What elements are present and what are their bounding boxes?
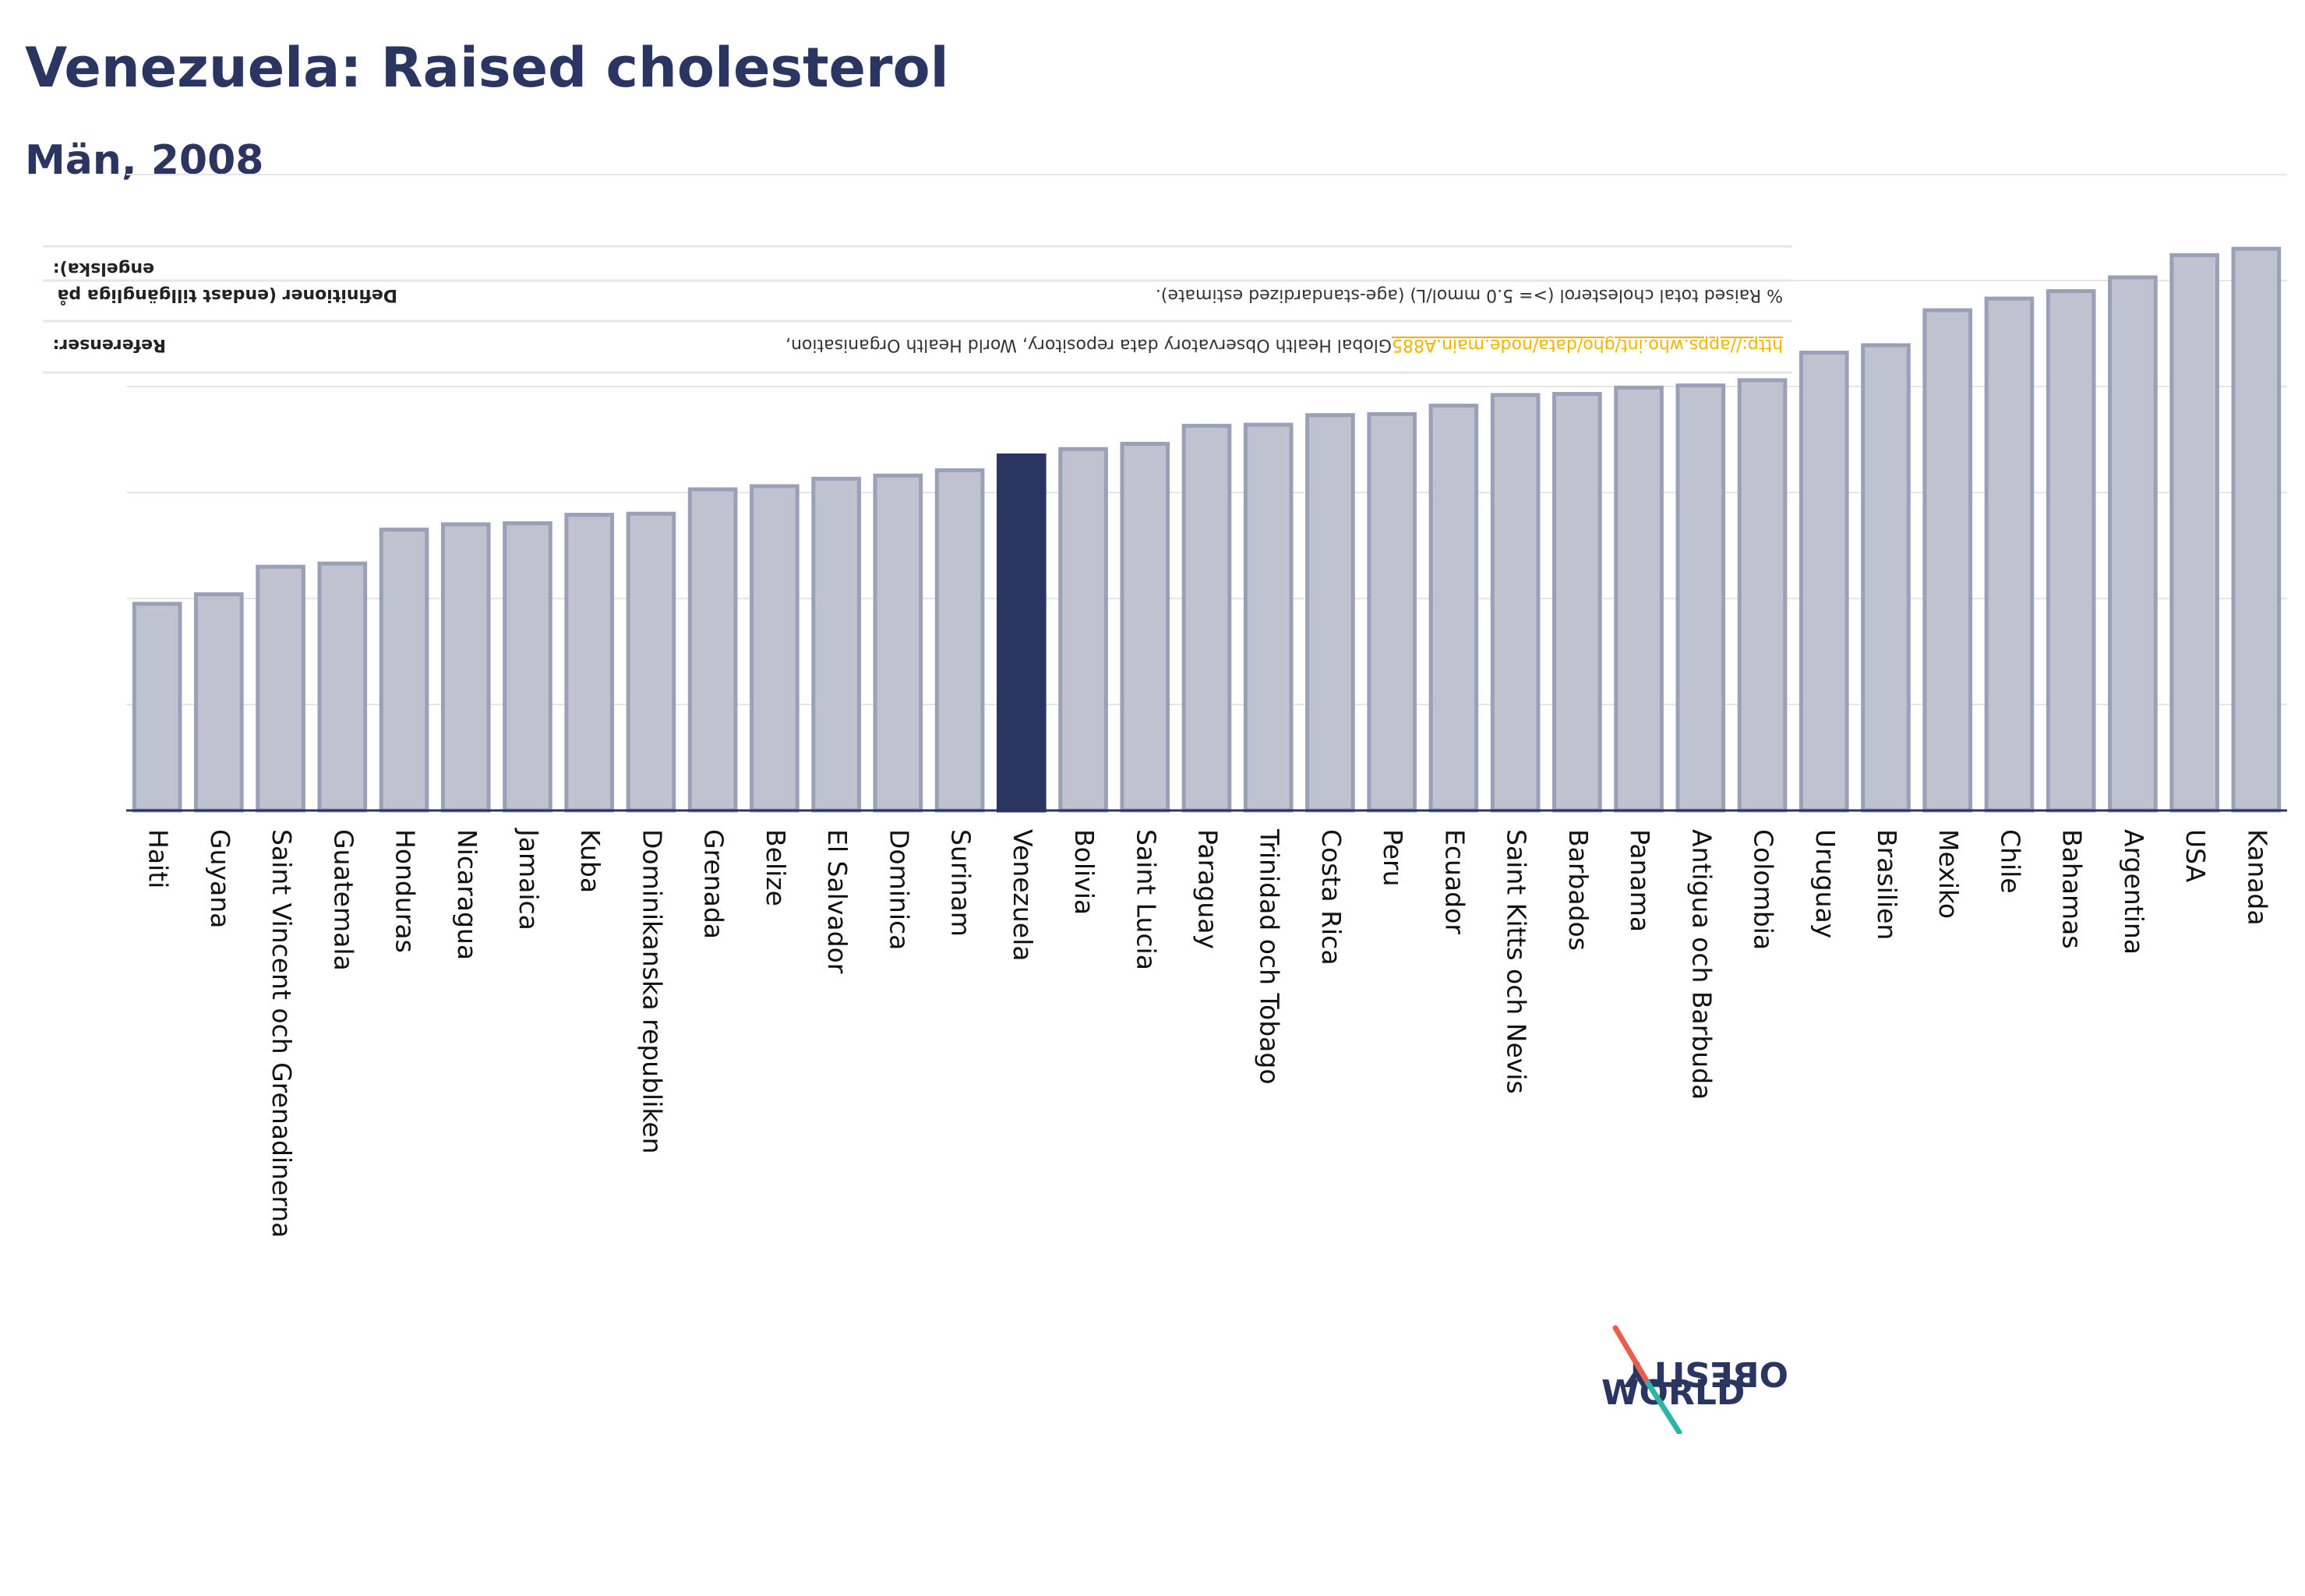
bar-saint-vincent-och-grenadinerna bbox=[256, 564, 305, 813]
x-tick-label: Brasilien bbox=[1872, 829, 1902, 940]
x-tick-label: Ecuador bbox=[1439, 829, 1470, 934]
x-tick-label: Uruguay bbox=[1810, 829, 1841, 938]
bar-haiti bbox=[132, 602, 182, 813]
bar-brasilien bbox=[1861, 343, 1911, 813]
x-tick-label: Dominica bbox=[884, 829, 914, 950]
notes-box: Referenser: http://apps.who.int/gho/data… bbox=[43, 245, 1792, 374]
x-tick-label: El Salvador bbox=[822, 829, 852, 974]
x-tick-label: Haiti bbox=[143, 829, 174, 888]
bar-panama bbox=[1614, 385, 1664, 813]
x-tick-label: Jamaica bbox=[514, 828, 544, 930]
bar-surinam bbox=[934, 468, 985, 813]
bar-dominica bbox=[873, 473, 923, 813]
bar-argentina bbox=[2108, 275, 2158, 813]
world-obesity-logo: OBESITY WORLD bbox=[1601, 1325, 1788, 1434]
chart-title: Venezuela: Raised cholesterol bbox=[25, 36, 949, 100]
bar-venezuela bbox=[996, 453, 1047, 813]
logo-slash-red bbox=[1612, 1325, 1651, 1386]
x-tick-label: Argentina bbox=[2119, 829, 2149, 955]
x-tick-label: Kanada bbox=[2242, 829, 2272, 926]
x-tick-label: Kuba bbox=[575, 829, 605, 893]
logo-text-world: WORLD bbox=[1601, 1373, 1745, 1413]
x-tick-label: Dominikanska republiken bbox=[637, 829, 667, 1154]
x-tick-label: Belize bbox=[761, 829, 791, 906]
bars bbox=[132, 246, 2282, 813]
x-tick-label: Peru bbox=[1378, 829, 1408, 887]
bar-dominikanska-republiken bbox=[626, 511, 676, 813]
bar-usa bbox=[2169, 252, 2219, 813]
definitions-label-1: Definitioner (endast tillgängliga på bbox=[57, 285, 397, 305]
bar-guyana bbox=[194, 592, 244, 813]
x-tick-label: Panama bbox=[1625, 829, 1655, 932]
x-tick-label: Trinidad och Tobago bbox=[1255, 828, 1285, 1085]
bar-saint-kitts-och-nevis bbox=[1490, 393, 1541, 813]
definitions-label-2: engelska): bbox=[53, 259, 154, 278]
references-text: http://apps.who.int/gho/data/node.main.A… bbox=[785, 335, 1783, 355]
chart-subtitle: Män, 2008 bbox=[25, 137, 264, 184]
x-tick-label: Saint Kitts och Nevis bbox=[1502, 829, 1532, 1094]
x-tick-label: USA bbox=[2180, 829, 2211, 883]
bar-nicaragua bbox=[440, 522, 491, 813]
x-tick-label: Saint Lucia bbox=[1131, 829, 1161, 970]
bar-guatemala bbox=[317, 561, 368, 813]
x-tick-label: Costa Rica bbox=[1316, 829, 1347, 966]
x-tick-label: Saint Vincent och Grenadinerna bbox=[267, 829, 297, 1238]
x-tick-label: Colombia bbox=[1749, 829, 1779, 950]
x-tick-label: Antigua och Barbuda bbox=[1686, 829, 1717, 1100]
bar-grenada bbox=[687, 487, 738, 813]
bar-el-salvador bbox=[811, 476, 861, 813]
x-tick-labels: Haiti Guyana Saint Vincent och Grenadinern… bbox=[143, 828, 2273, 1238]
x-tick-label: Mexiko bbox=[1933, 829, 1964, 919]
bar-kanada bbox=[2231, 246, 2282, 813]
x-tick-label: Surinam bbox=[946, 829, 976, 937]
bar-kuba bbox=[564, 513, 615, 813]
bar-saint-lucia bbox=[1120, 441, 1170, 813]
x-tick-label: Nicaragua bbox=[452, 829, 482, 960]
x-tick-label: Venezuela bbox=[1008, 829, 1038, 961]
bar-colombia bbox=[1737, 378, 1788, 813]
references-link[interactable]: http://apps.who.int/gho/data/node.main.A… bbox=[1392, 335, 1783, 355]
bar-bolivia bbox=[1058, 447, 1108, 813]
bar-barbados bbox=[1552, 392, 1602, 813]
x-tick-label: Guyana bbox=[205, 829, 235, 928]
x-tick-label: Paraguay bbox=[1193, 829, 1223, 949]
bar-bahamas bbox=[2046, 289, 2096, 813]
references-label: Referenser: bbox=[53, 335, 166, 355]
x-tick-label: Guatemala bbox=[328, 829, 358, 971]
references-source: Global Health Observatory data repositor… bbox=[785, 335, 1392, 355]
bar-mexiko bbox=[1922, 308, 1973, 813]
bar-ecuador bbox=[1428, 403, 1479, 813]
bar-paraguay bbox=[1181, 423, 1232, 813]
x-tick-label: Grenada bbox=[699, 829, 729, 939]
x-tick-label: Barbados bbox=[1563, 829, 1594, 951]
bar-costa-rica bbox=[1305, 413, 1355, 813]
bar-peru bbox=[1367, 411, 1417, 813]
bar-chile bbox=[1984, 296, 2035, 813]
bar-uruguay bbox=[1798, 350, 1849, 813]
x-tick-label: Bahamas bbox=[2057, 829, 2088, 949]
logo-slash-teal bbox=[1645, 1380, 1682, 1434]
x-tick-label: Bolivia bbox=[1069, 829, 1100, 915]
bar-jamaica bbox=[503, 521, 552, 813]
x-tick-label: Chile bbox=[1995, 829, 2025, 894]
bar-honduras bbox=[379, 528, 429, 813]
bar-antigua-och-barbuda bbox=[1675, 383, 1726, 813]
definitions-text: % Raised total cholesterol (>= 5.0 mmol/… bbox=[1156, 285, 1783, 305]
bar-belize bbox=[750, 484, 800, 813]
x-tick-label: Honduras bbox=[390, 829, 421, 953]
bar-trinidad-och-tobago bbox=[1243, 422, 1294, 813]
